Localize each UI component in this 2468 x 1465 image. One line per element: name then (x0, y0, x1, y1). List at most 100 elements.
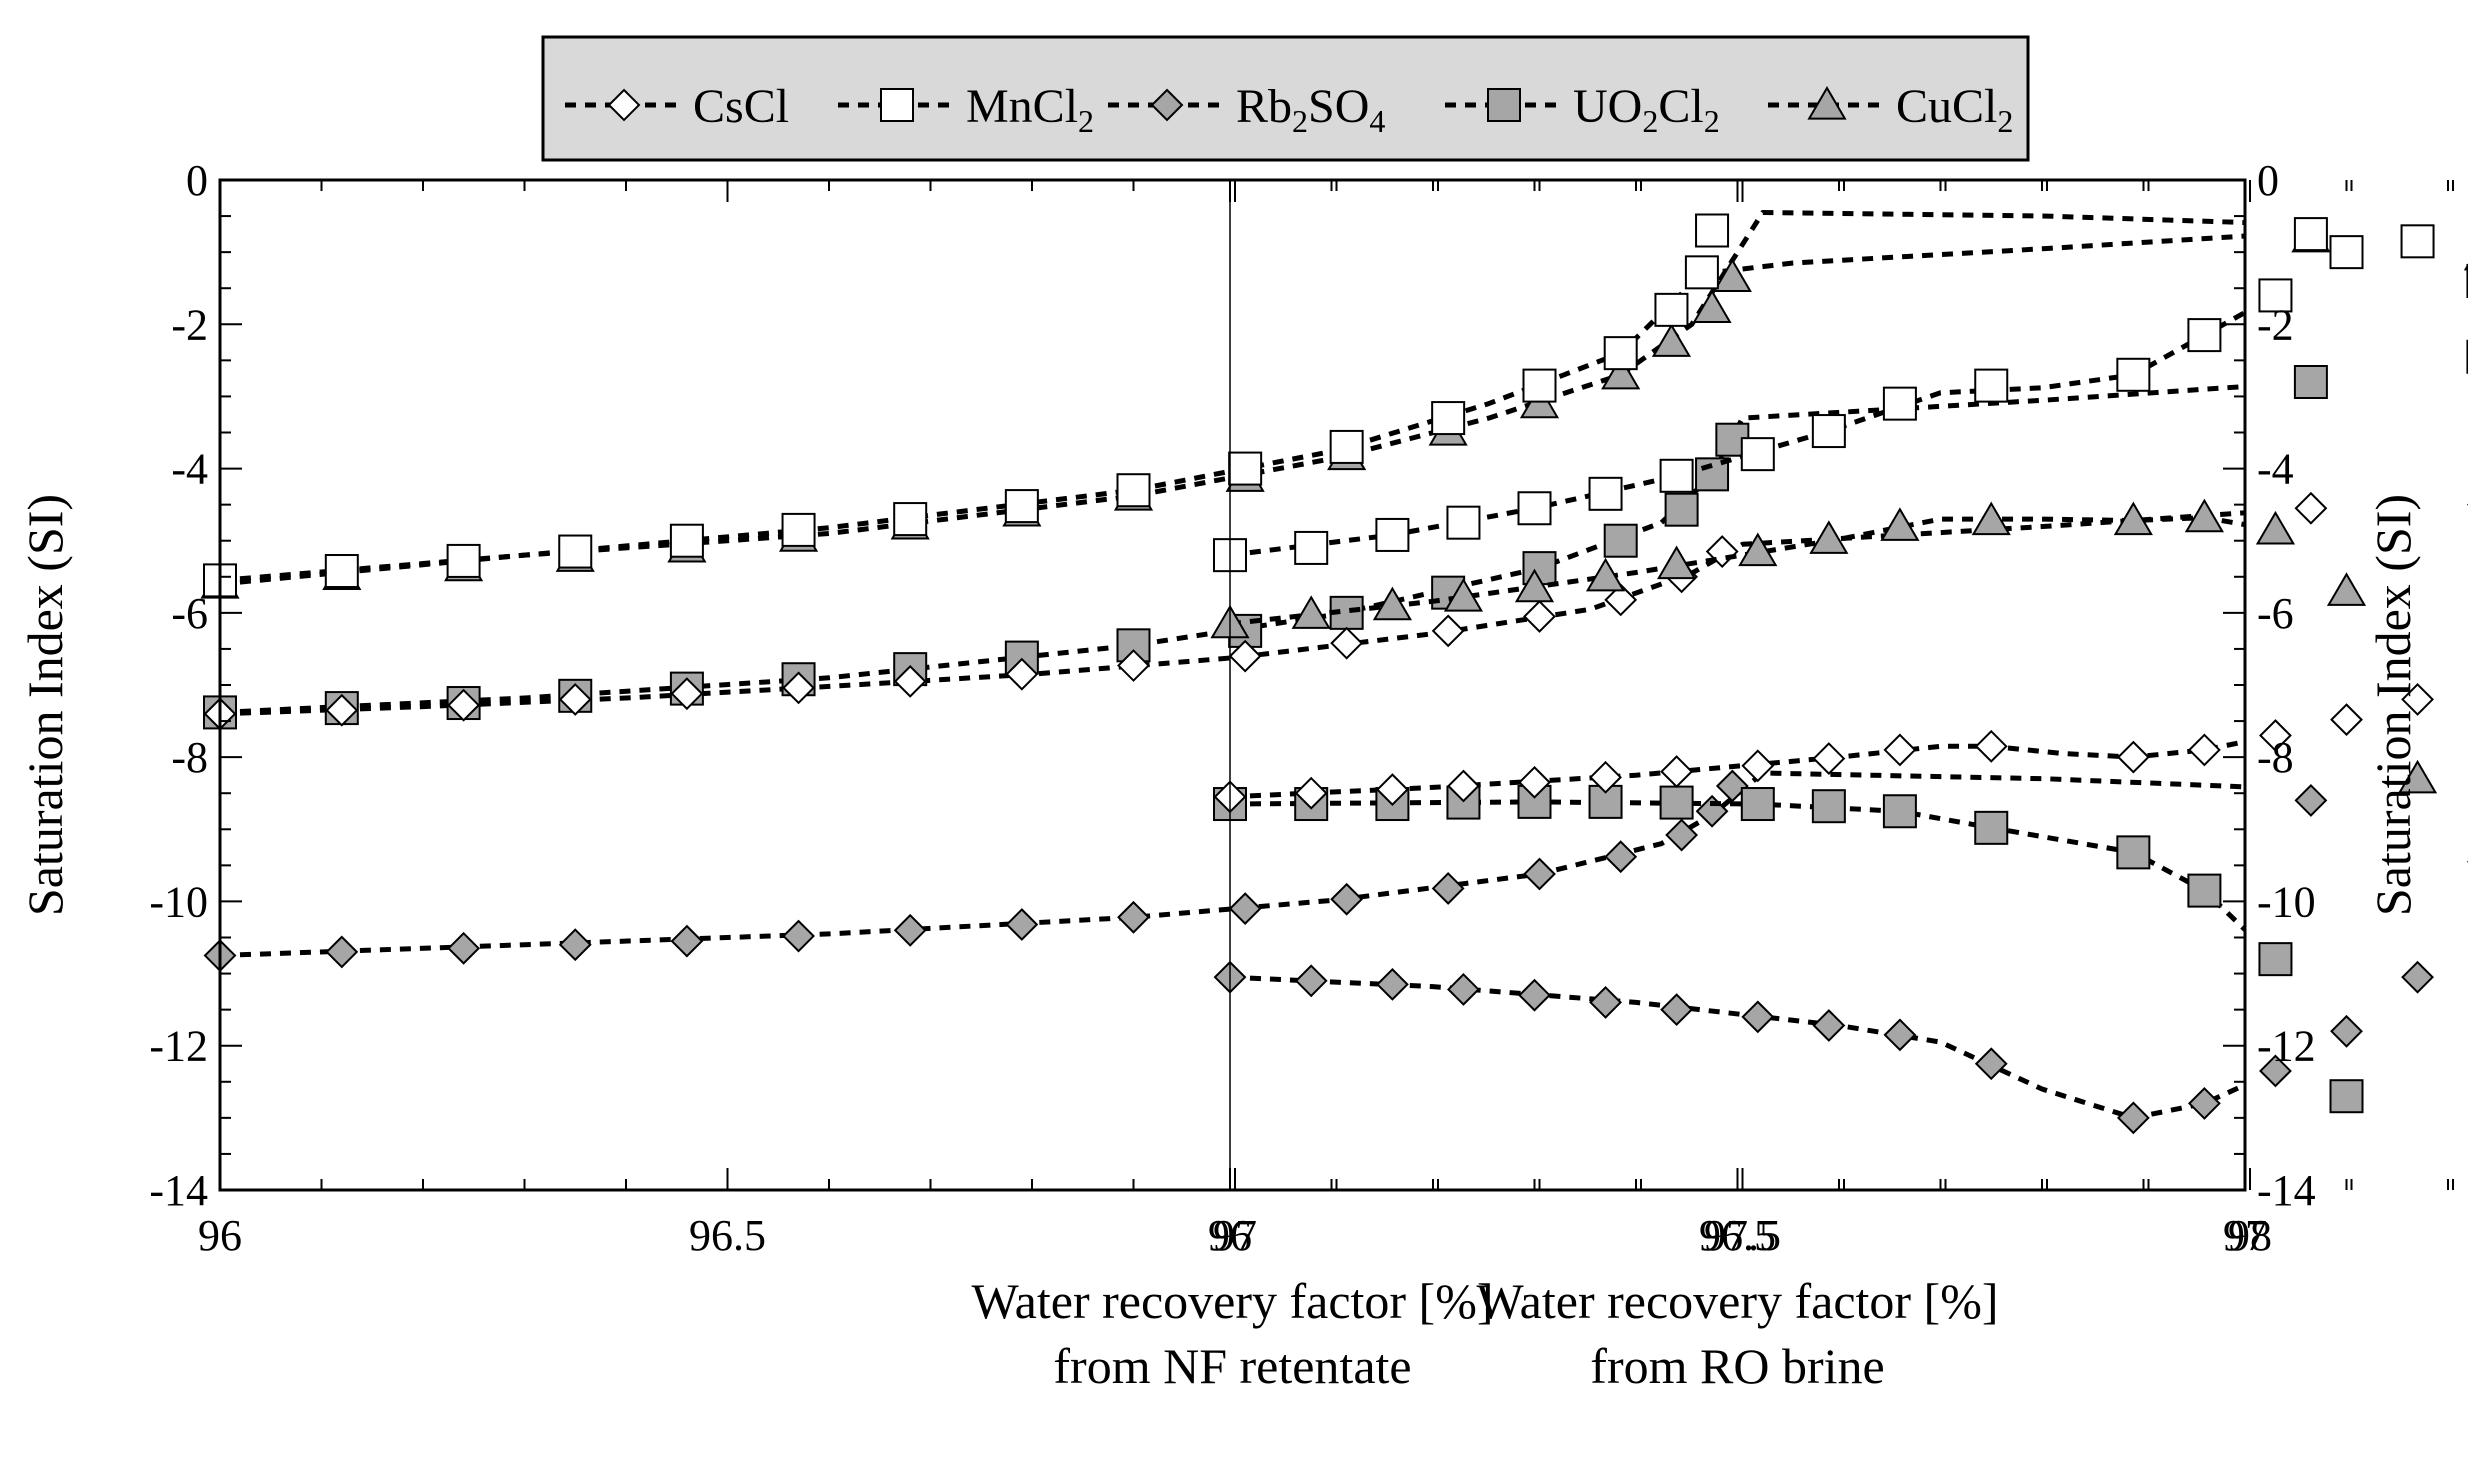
x-axis-subtitle-nf: from NF retentate (1053, 1338, 1411, 1394)
point-CsCl (1660, 755, 1694, 788)
legend: CsCl MnCl2 Rb2SO4 UO2Cl2 CuCl2 (541, 35, 2030, 162)
point-UO2Cl2 (1882, 794, 1917, 829)
y-tick-label-right: -4 (2257, 445, 2294, 494)
point-CsCl (2401, 683, 2434, 716)
point-MnCl2 (2329, 235, 2364, 270)
y-tick-label-left: -10 (149, 877, 208, 926)
point-UO2Cl2 (1664, 492, 1699, 527)
point-MnCl2 (1522, 368, 1557, 403)
point-CsCl (1294, 776, 1328, 810)
point-CsCl (1518, 765, 1551, 799)
point-UO2Cl2 (1974, 810, 2009, 845)
point-Rb2SO4 (1695, 794, 1729, 828)
point-CsCl (1604, 583, 1638, 617)
legend-entry-Rb2SO4: Rb2SO4 (1108, 80, 1385, 139)
point-Rb2SO4 (1974, 1047, 2008, 1081)
legend-marker-MnCl2 (880, 88, 914, 122)
y-tick-label-right: -14 (2257, 1166, 2316, 1215)
point-UO2Cl2 (2329, 1079, 2364, 1114)
point-CuCl2 (1372, 586, 1412, 621)
point-CsCl (1330, 626, 1364, 660)
point-CuCl2 (2184, 498, 2224, 533)
point-CsCl (1117, 649, 1150, 682)
point-UO2Cl2 (1603, 523, 1638, 558)
legend-label-UO2Cl2: UO2Cl2 (1573, 80, 1720, 139)
series-line-CuCl2-nf (220, 210, 2245, 587)
point-MnCl2 (2293, 217, 2328, 252)
point-Rb2SO4 (1005, 908, 1039, 941)
point-Rb2SO4 (1660, 993, 1694, 1027)
point-CuCl2 (2397, 759, 2438, 794)
y-tick-label-right: -6 (2257, 589, 2294, 638)
point-MnCl2 (446, 543, 481, 578)
x-tick-label: 97.5 (1704, 1211, 1781, 1260)
legend-label-CsCl: CsCl (693, 80, 789, 133)
point-Rb2SO4 (1589, 986, 1622, 1019)
point-MnCl2 (1446, 505, 1481, 540)
point-CuCl2 (2326, 572, 2367, 606)
point-Rb2SO4 (2294, 784, 2328, 817)
point-MnCl2 (1375, 517, 1410, 552)
point-MnCl2 (1116, 473, 1151, 508)
point-MnCl2 (558, 534, 593, 569)
legend-label-Rb2SO4: Rb2SO4 (1236, 80, 1385, 139)
x-axis-title-nf: Water recovery factor [%] (971, 1273, 1493, 1329)
point-Rb2SO4 (2259, 1054, 2292, 1088)
point-UO2Cl2 (1740, 787, 1775, 822)
point-CuCl2 (1443, 578, 1484, 612)
legend-entry-CsCl: CsCl (565, 80, 789, 133)
legend-label-CuCl2: CuCl2 (1896, 80, 2013, 139)
y-tick-label-left: -4 (171, 445, 208, 494)
point-CsCl (2187, 733, 2221, 767)
point-Rb2SO4 (1665, 818, 1699, 852)
point-CuCl2 (1738, 532, 1778, 567)
point-CsCl (1883, 733, 1917, 767)
point-CuCl2 (1291, 595, 1331, 629)
x-axis-subtitle-ro: from RO brine (1590, 1338, 1884, 1394)
point-CsCl (2116, 740, 2150, 774)
point-CuCl2 (1657, 545, 1697, 580)
point-CuCl2 (1809, 520, 1849, 554)
legend-box (541, 35, 2030, 162)
legend-marker-Rb2SO4 (1150, 88, 1184, 122)
point-CuCl2 (1514, 568, 1555, 603)
point-MnCl2 (1329, 429, 1364, 464)
point-CuCl2 (2255, 510, 2296, 545)
point-MnCl2 (1882, 386, 1917, 421)
point-Rb2SO4 (1431, 872, 1465, 905)
point-CsCl (1812, 742, 1846, 775)
point-CsCl (1228, 639, 1262, 673)
y-tick-label-right: -10 (2257, 877, 2316, 926)
x-tick-label: 98 (2228, 1211, 2272, 1260)
x-tick-label: 96.5 (689, 1211, 766, 1260)
series-line-Rb2SO4-nf (220, 770, 2245, 958)
y-tick-label-left: -8 (171, 733, 208, 782)
x-tick-label: 96 (1208, 1211, 1252, 1260)
point-Rb2SO4 (1518, 978, 1551, 1012)
point-MnCl2 (1695, 213, 1730, 248)
point-Rb2SO4 (1375, 967, 1409, 1001)
y-tick-label-left: -2 (171, 300, 208, 349)
point-MnCl2 (1740, 437, 1775, 472)
point-CuCl2 (1880, 507, 1920, 541)
point-MnCl2 (1811, 414, 1846, 449)
point-MnCl2 (893, 502, 928, 537)
point-MnCl2 (1654, 292, 1689, 327)
point-Rb2SO4 (1523, 857, 1556, 891)
point-Rb2SO4 (1294, 964, 1328, 998)
legend-entry-MnCl2: MnCl2 (838, 80, 1094, 139)
point-Rb2SO4 (1228, 892, 1262, 926)
point-Rb2SO4 (2116, 1101, 2150, 1135)
point-Rb2SO4 (1604, 840, 1638, 874)
point-MnCl2 (1228, 451, 1263, 486)
point-CsCl (2259, 719, 2292, 752)
y-tick-label-right: -12 (2257, 1022, 2316, 1071)
point-Rb2SO4 (1117, 900, 1150, 934)
point-CsCl (782, 671, 815, 705)
point-CuCl2 (1692, 289, 1732, 324)
point-Rb2SO4 (782, 919, 815, 953)
point-MnCl2 (2187, 318, 2222, 353)
y-tick-label-right: -8 (2257, 733, 2294, 782)
point-Rb2SO4 (1741, 1000, 1775, 1034)
point-Rb2SO4 (1330, 882, 1364, 916)
